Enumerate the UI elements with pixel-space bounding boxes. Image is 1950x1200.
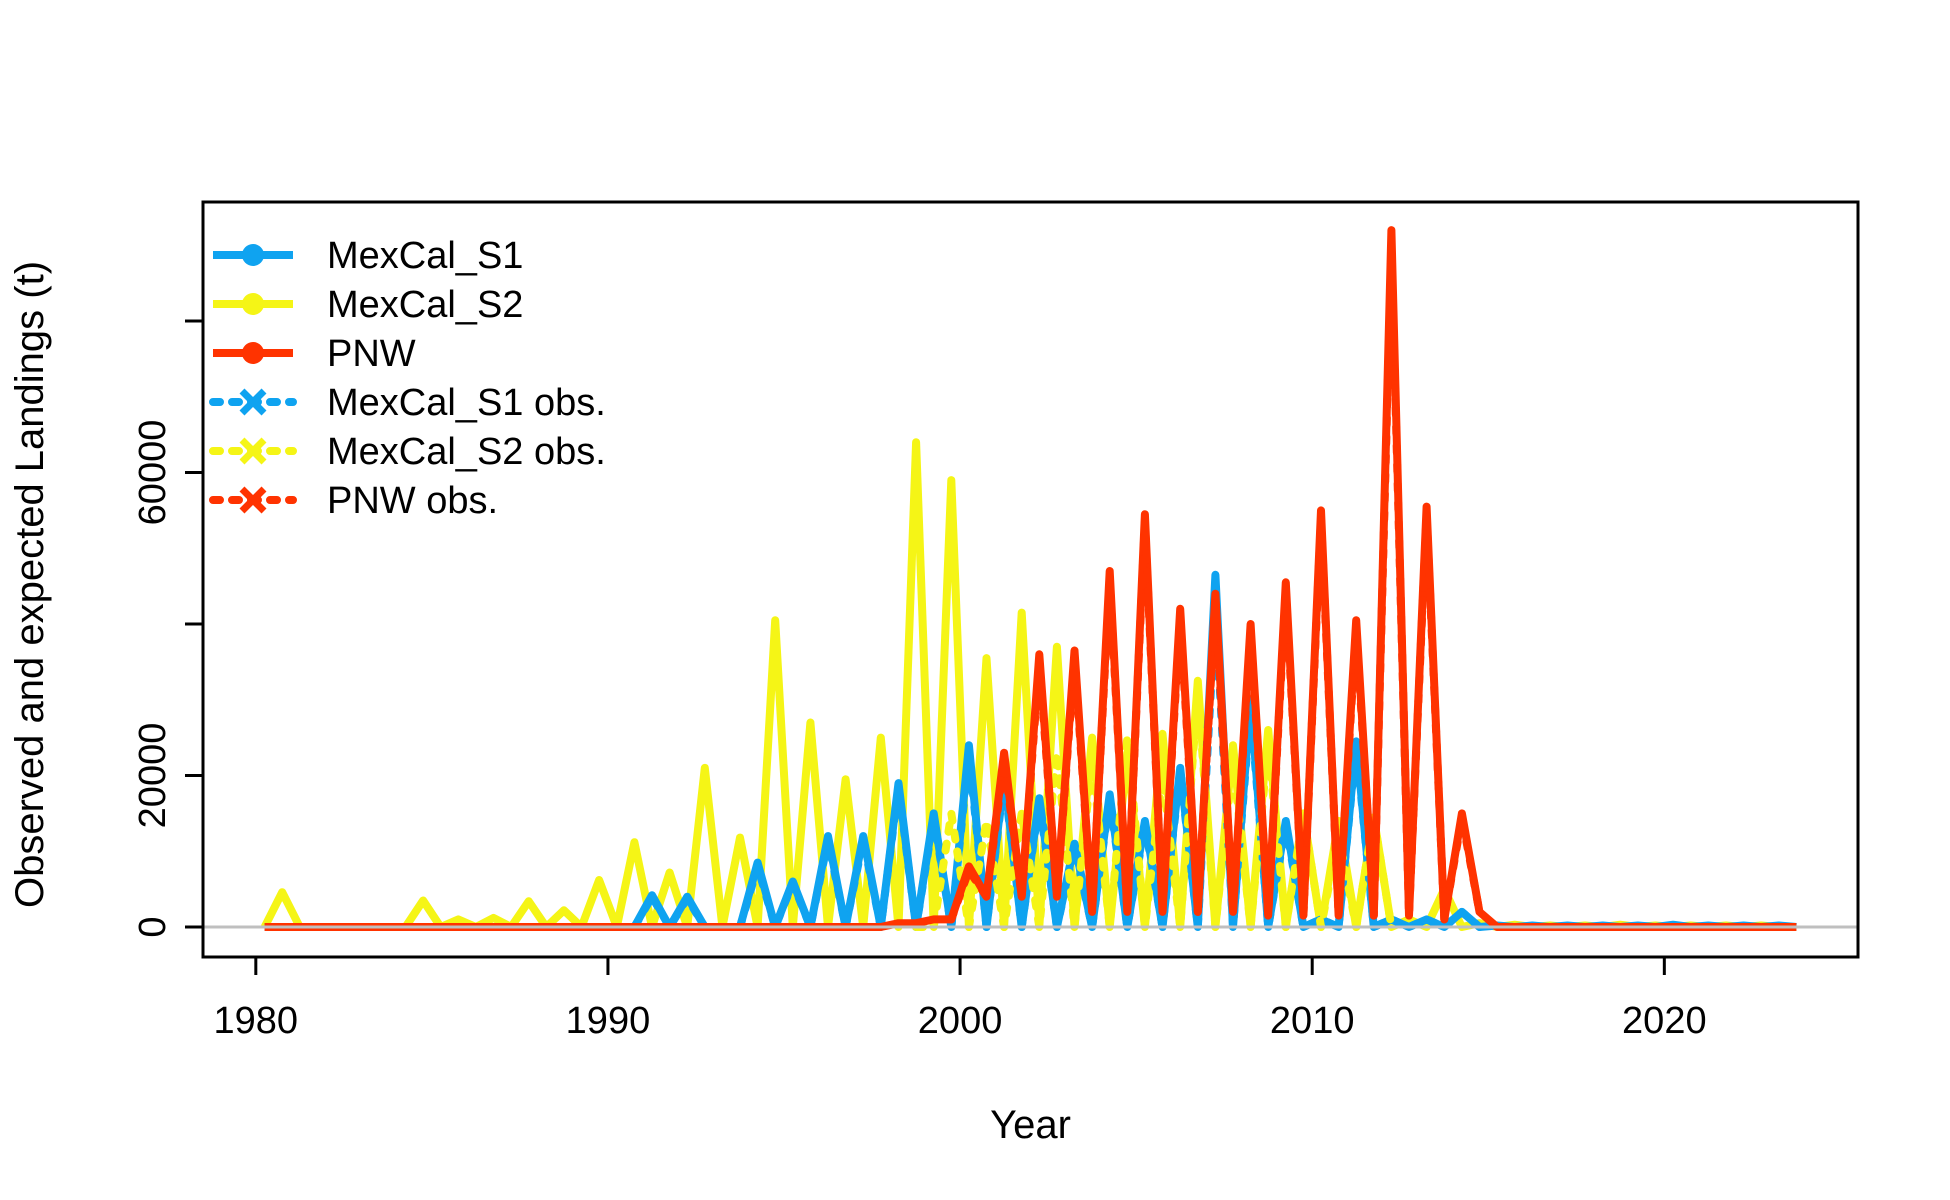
x-tick-label: 1980 (214, 1000, 299, 1042)
series-line-pnw-obs (947, 241, 1484, 924)
legend-label-pnw-obs: PNW obs. (327, 480, 498, 522)
legend-marker-mexcal-s1-obs (239, 388, 267, 416)
x-tick-label: 1990 (566, 1000, 651, 1042)
legend-marker-pnw-obs (239, 486, 267, 514)
x-tick-label: 2010 (1270, 1000, 1355, 1042)
legend-marker-mexcal-s1 (242, 244, 264, 266)
legend: MexCal_S1 MexCal_S2 PNW MexCal_S1 obs. MexCa… (209, 235, 606, 522)
y-axis-title: Observed and expected Landings (t) (8, 261, 52, 908)
y-tick-label: 60000 (132, 420, 174, 526)
x-tick-label: 2000 (918, 1000, 1003, 1042)
plot-frame (201, 200, 1860, 959)
y-tick-label: 20000 (132, 723, 174, 829)
legend-label-mexcal-s1: MexCal_S1 (327, 235, 523, 277)
legend-label-mexcal-s1-obs: MexCal_S1 obs. (327, 382, 606, 424)
legend-marker-pnw (242, 342, 264, 364)
x-axis-title: Year (990, 1103, 1071, 1147)
legend-label-mexcal-s2-obs: MexCal_S2 obs. (327, 431, 606, 473)
y-axis: 0 20000 60000 (132, 319, 203, 938)
legend-marker-mexcal-s2 (242, 293, 264, 315)
legend-marker-mexcal-s2-obs (239, 437, 267, 465)
x-tick-label: 2020 (1622, 1000, 1707, 1042)
y-tick-label: 0 (132, 916, 174, 937)
series-line-mexcal-s2-obs (912, 688, 1396, 931)
x-axis: 1980 1990 2000 2010 2020 (214, 957, 1707, 1042)
legend-label-pnw: PNW (327, 333, 416, 375)
legend-label-mexcal-s2: MexCal_S2 (327, 284, 523, 326)
